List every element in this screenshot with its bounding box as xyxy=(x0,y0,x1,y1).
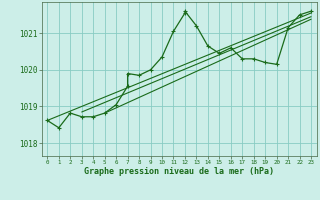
X-axis label: Graphe pression niveau de la mer (hPa): Graphe pression niveau de la mer (hPa) xyxy=(84,167,274,176)
